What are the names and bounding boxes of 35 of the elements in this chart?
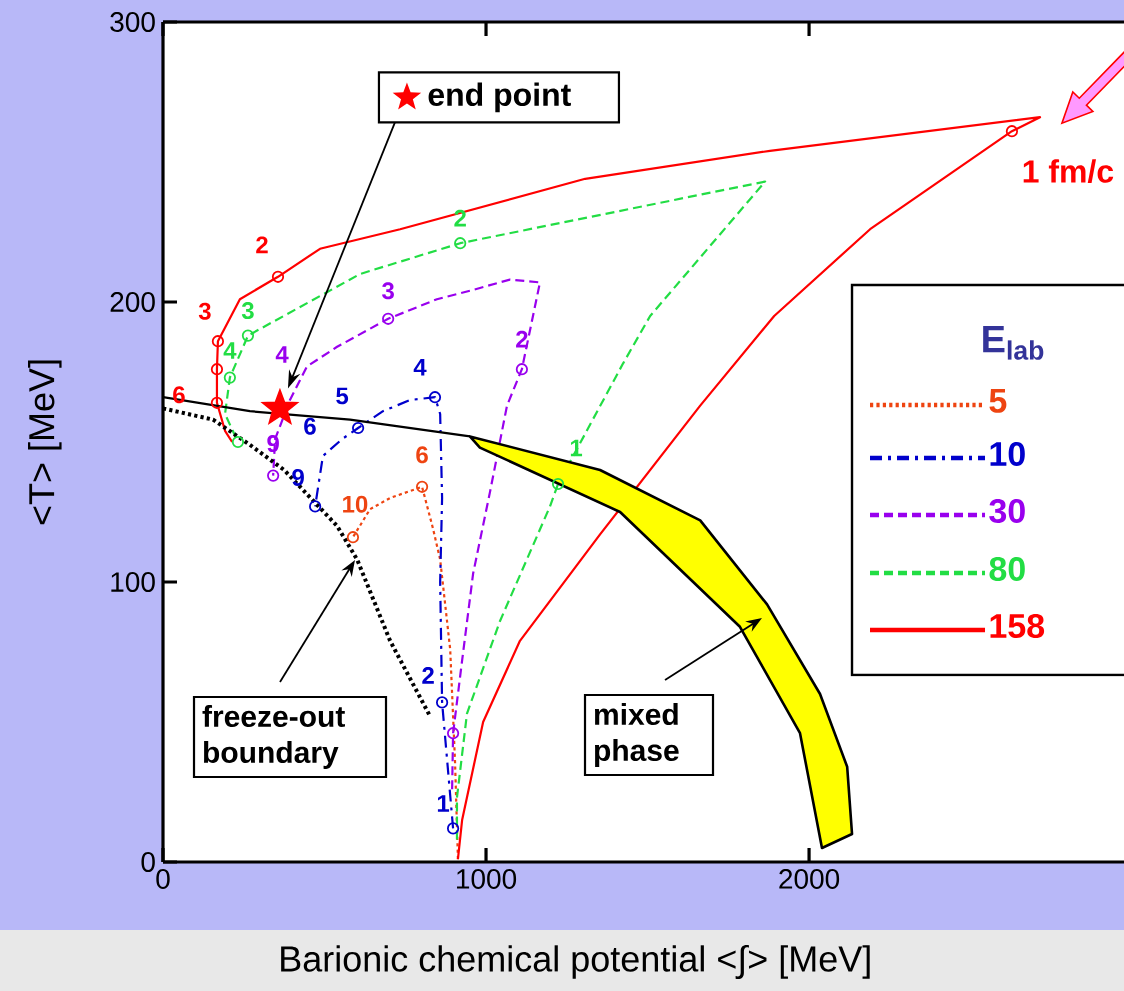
annotation: 1 fm/c [1023, 159, 1114, 184]
annotation: 4 [413, 358, 427, 376]
annotation: mixed phase [594, 703, 679, 767]
y-tick-label: 300 [110, 12, 155, 32]
annotation: 3 [382, 282, 394, 300]
annotation: 5 [336, 387, 349, 405]
legend-label: 158 [990, 613, 1045, 639]
annotation: 6 [416, 446, 428, 464]
annotation: 4 [275, 346, 289, 363]
x-tick-label: 2000 [779, 869, 840, 889]
annotation: 6 [304, 417, 316, 435]
annotation: 2 [516, 330, 528, 348]
legend-label: 5 [989, 389, 1007, 413]
annotation: 2 [256, 236, 268, 254]
y-tick-label: 0 [141, 852, 155, 872]
legend-title: E$_{lab}$ [983, 326, 1044, 360]
annotation: 1 [437, 795, 450, 812]
annotation: 3 [241, 302, 254, 320]
annotation: 9 [292, 468, 304, 486]
y-tick-label: 200 [110, 292, 155, 312]
annotation: 2 [422, 667, 434, 684]
legend-label: end point [428, 82, 571, 113]
annotation: 3 [198, 302, 211, 320]
annotation: 2 [454, 209, 466, 227]
legend-label: 80 [989, 556, 1025, 582]
x-axis-title: Barionic chemical potential <∫> [MeV] [281, 944, 870, 980]
legend-label: 10 [990, 441, 1025, 467]
y-tick-label: 100 [111, 572, 155, 592]
annotation: 4 [223, 342, 237, 359]
x-tick-label: 0 [156, 869, 170, 889]
annotation: 10 [343, 495, 368, 513]
legend-label: 30 [989, 498, 1025, 524]
annotation: freeze-out boundary [202, 705, 345, 769]
y-axis-title: <T> [MeV] [28, 360, 62, 525]
x-tick-label: 1000 [457, 869, 517, 889]
